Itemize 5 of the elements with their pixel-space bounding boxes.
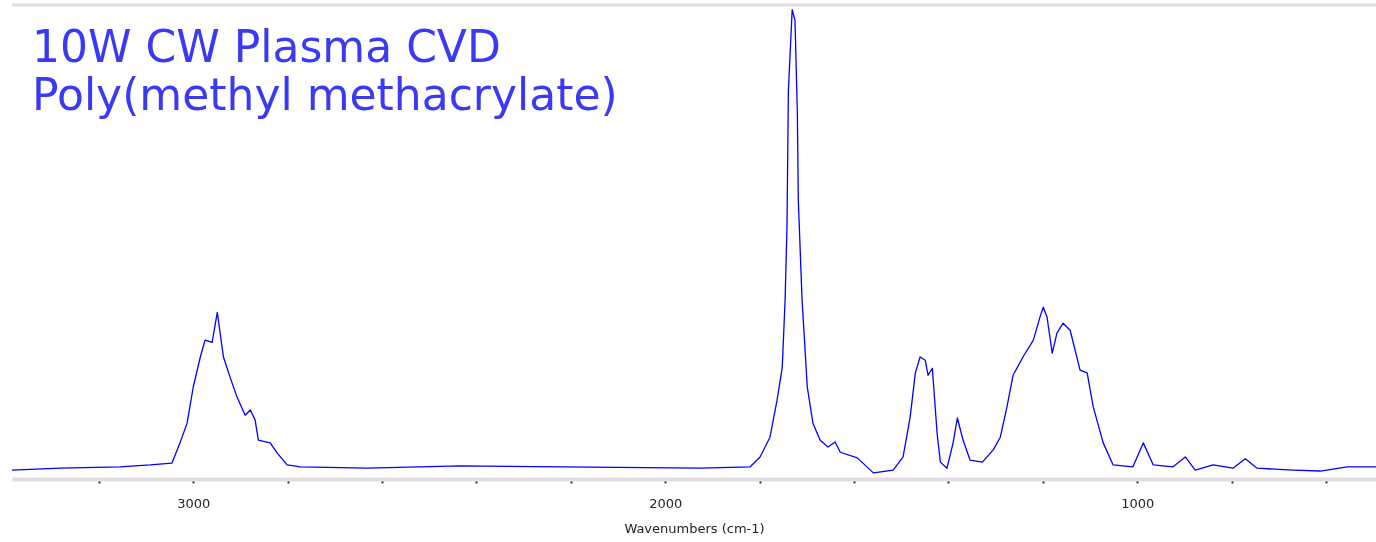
x-tick-label: 1000 <box>1121 495 1155 511</box>
x-axis-title: Wavenumbers (cm-1) <box>624 520 765 536</box>
x-tick-label: 3000 <box>177 495 211 511</box>
x-tick-label: 2000 <box>649 495 683 511</box>
text: 10W CW Plasma CVD Poly(methyl methacrylate) <box>32 21 618 120</box>
